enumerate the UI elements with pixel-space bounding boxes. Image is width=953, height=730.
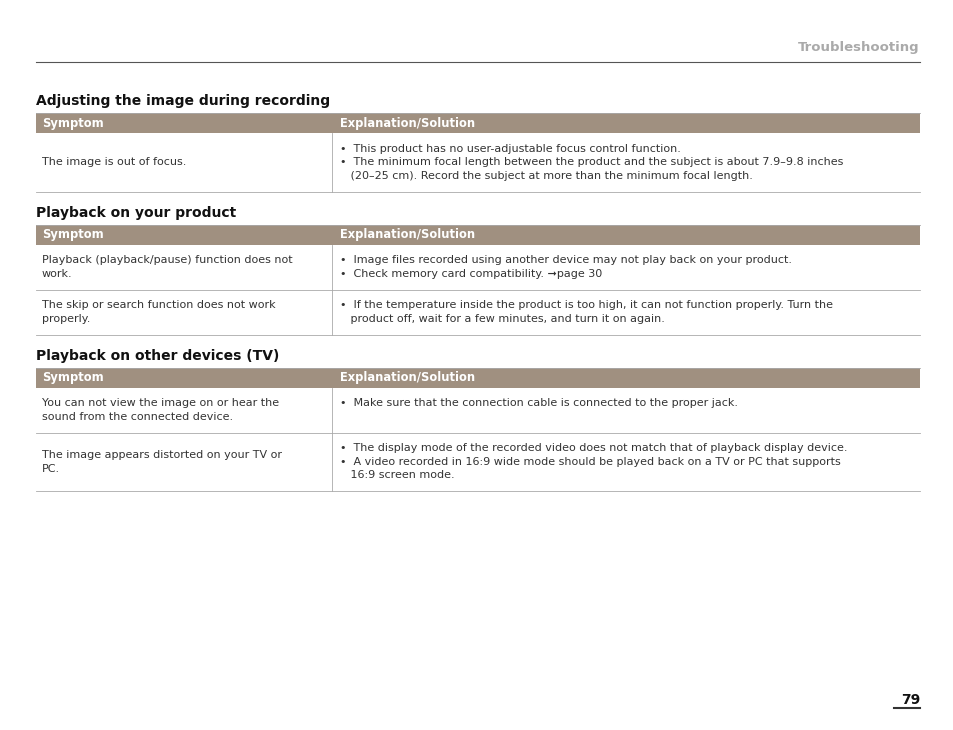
Text: Explanation/Solution: Explanation/Solution [340, 228, 475, 241]
Text: Symptom: Symptom [42, 117, 104, 129]
Text: The skip or search function does not work: The skip or search function does not wor… [42, 300, 275, 310]
Text: properly.: properly. [42, 314, 91, 323]
Text: •  A video recorded in 16:9 wide mode should be played back on a TV or PC that s: • A video recorded in 16:9 wide mode sho… [340, 457, 840, 466]
Text: (20–25 cm). Record the subject at more than the minimum focal length.: (20–25 cm). Record the subject at more t… [340, 171, 752, 181]
Text: product off, wait for a few minutes, and turn it on again.: product off, wait for a few minutes, and… [340, 314, 664, 323]
Text: Adjusting the image during recording: Adjusting the image during recording [36, 94, 330, 109]
Text: sound from the connected device.: sound from the connected device. [42, 412, 233, 422]
Bar [36, 113, 919, 133]
Bar [36, 225, 919, 245]
Text: Playback (playback/pause) function does not: Playback (playback/pause) function does … [42, 255, 293, 265]
Text: You can not view the image on or hear the: You can not view the image on or hear th… [42, 399, 279, 408]
Text: •  This product has no user-adjustable focus control function.: • This product has no user-adjustable fo… [340, 144, 680, 154]
Text: Explanation/Solution: Explanation/Solution [340, 371, 475, 384]
Text: •  Image files recorded using another device may not play back on your product.: • Image files recorded using another dev… [340, 255, 791, 265]
Text: •  If the temperature inside the product is too high, it can not function proper: • If the temperature inside the product … [340, 300, 832, 310]
Text: •  Check memory card compatibility. ➞page 30: • Check memory card compatibility. ➞page… [340, 269, 601, 279]
Text: The image is out of focus.: The image is out of focus. [42, 157, 186, 167]
Text: •  Make sure that the connection cable is connected to the proper jack.: • Make sure that the connection cable is… [340, 399, 738, 408]
Bar [36, 367, 919, 388]
Text: PC.: PC. [42, 464, 60, 474]
Text: The image appears distorted on your TV or: The image appears distorted on your TV o… [42, 450, 282, 460]
Text: Symptom: Symptom [42, 371, 104, 384]
Text: Symptom: Symptom [42, 228, 104, 241]
Text: Playback on other devices (TV): Playback on other devices (TV) [36, 349, 279, 363]
Text: Troubleshooting: Troubleshooting [798, 40, 919, 53]
Text: work.: work. [42, 269, 72, 279]
Text: •  The minimum focal length between the product and the subject is about 7.9–9.8: • The minimum focal length between the p… [340, 157, 842, 167]
Text: 16:9 screen mode.: 16:9 screen mode. [340, 470, 455, 480]
Text: Explanation/Solution: Explanation/Solution [340, 117, 475, 129]
Text: •  The display mode of the recorded video does not match that of playback displa: • The display mode of the recorded video… [340, 443, 847, 453]
Text: Playback on your product: Playback on your product [36, 206, 236, 220]
Text: 79: 79 [900, 693, 919, 707]
